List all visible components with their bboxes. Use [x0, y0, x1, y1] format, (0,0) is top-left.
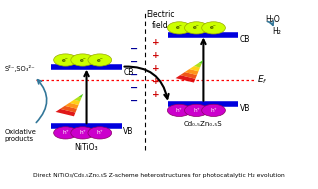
Text: NiTiO₃: NiTiO₃: [75, 143, 98, 152]
Text: +: +: [152, 64, 160, 73]
Text: +: +: [152, 77, 160, 86]
Text: −: −: [130, 57, 138, 67]
Text: E$_f$: E$_f$: [257, 73, 268, 86]
Text: −: −: [130, 44, 138, 54]
Text: +: +: [152, 51, 160, 60]
Polygon shape: [185, 69, 198, 75]
Text: VB: VB: [123, 127, 134, 136]
Text: H₂: H₂: [273, 27, 282, 36]
Text: +: +: [152, 90, 160, 98]
Text: −: −: [130, 83, 138, 93]
Polygon shape: [79, 94, 83, 98]
Polygon shape: [60, 106, 77, 113]
Text: h⁺: h⁺: [96, 130, 103, 135]
Circle shape: [88, 127, 112, 139]
Text: h⁺: h⁺: [79, 130, 86, 135]
Text: h⁺: h⁺: [210, 108, 217, 113]
Circle shape: [202, 104, 225, 116]
Text: −: −: [130, 95, 138, 105]
Text: Cd₀.₅Zn₀.₅S: Cd₀.₅Zn₀.₅S: [184, 121, 223, 127]
Circle shape: [167, 104, 191, 116]
Text: Electric
field: Electric field: [146, 11, 175, 30]
Circle shape: [71, 54, 94, 66]
Text: h⁺: h⁺: [62, 130, 69, 135]
Polygon shape: [176, 75, 196, 83]
Text: h⁺: h⁺: [193, 108, 200, 113]
Polygon shape: [180, 72, 197, 79]
Text: S²⁻,SO₃²⁻: S²⁻,SO₃²⁻: [5, 65, 35, 72]
Text: h⁺: h⁺: [176, 108, 183, 113]
Polygon shape: [56, 109, 75, 116]
Text: Direct NiTiO₃/Cd₀.₅Zn₀.₅S Z-scheme heterostructures for photocatalytic H₂ evolut: Direct NiTiO₃/Cd₀.₅Zn₀.₅S Z-scheme heter…: [33, 173, 285, 178]
Circle shape: [167, 22, 191, 34]
Text: +: +: [152, 38, 160, 47]
Circle shape: [54, 127, 77, 139]
Text: e⁻: e⁻: [210, 25, 217, 30]
Text: e⁻: e⁻: [79, 57, 86, 63]
Polygon shape: [69, 100, 80, 105]
Polygon shape: [74, 97, 82, 101]
Circle shape: [71, 127, 94, 139]
Text: CB: CB: [240, 35, 250, 44]
Text: Oxidative
products: Oxidative products: [5, 129, 37, 142]
Circle shape: [184, 22, 208, 34]
Text: e⁻: e⁻: [62, 57, 69, 63]
Circle shape: [54, 54, 77, 66]
Text: −: −: [130, 70, 138, 80]
Polygon shape: [194, 63, 202, 67]
Text: H₂O: H₂O: [265, 15, 280, 24]
Circle shape: [88, 54, 112, 66]
Circle shape: [184, 104, 208, 116]
Circle shape: [202, 22, 225, 34]
Text: VB: VB: [240, 105, 250, 113]
Text: e⁻: e⁻: [193, 25, 200, 30]
Text: e⁻: e⁻: [96, 57, 103, 63]
Text: CB: CB: [123, 67, 134, 77]
Text: e⁻: e⁻: [176, 25, 183, 30]
Polygon shape: [198, 60, 203, 64]
Polygon shape: [189, 66, 200, 71]
Polygon shape: [65, 103, 79, 109]
